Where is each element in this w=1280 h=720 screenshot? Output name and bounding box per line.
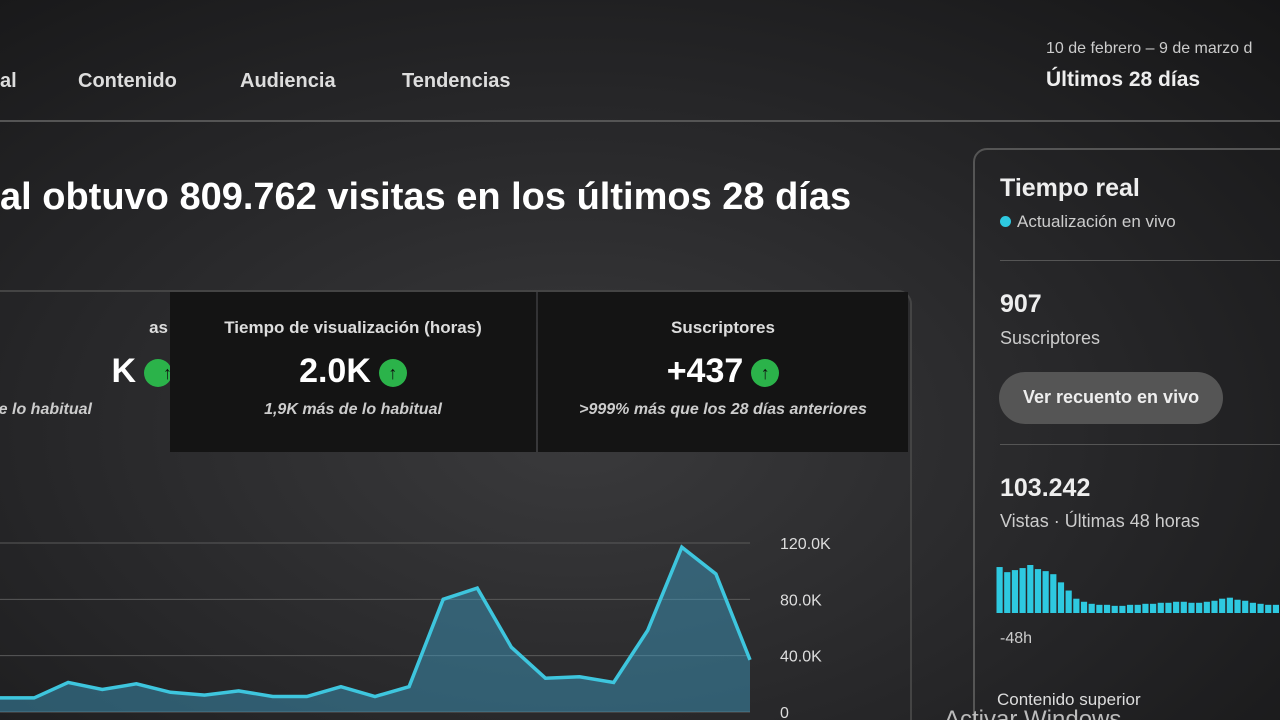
metric-note: e lo habitual — [0, 401, 92, 418]
bar — [1188, 602, 1195, 613]
bar — [1111, 605, 1118, 613]
divider — [0, 120, 1280, 122]
area — [0, 547, 750, 712]
subscriber-count: 907 — [1000, 290, 1042, 318]
bar — [1150, 603, 1157, 613]
bar — [1249, 602, 1256, 613]
bar — [1034, 569, 1042, 613]
bar — [1065, 590, 1072, 613]
bar — [1226, 597, 1233, 613]
bar — [1265, 604, 1272, 613]
watermark: Activar Windows — [944, 706, 1122, 720]
bar — [1073, 598, 1080, 613]
metric-card[interactable]: Suscriptores +437 >999% más que los 28 d… — [538, 292, 908, 452]
realtime-bar-chart — [996, 565, 1279, 613]
views-count: 103.242 — [1000, 474, 1091, 502]
divider — [1000, 260, 1280, 261]
metric-note: >999% más que los 28 días anteriores — [579, 401, 867, 418]
bar — [1088, 603, 1095, 613]
bar — [1027, 565, 1034, 613]
metric-label: as — [149, 318, 168, 337]
bar — [1257, 603, 1264, 613]
bar — [1134, 604, 1141, 613]
bar — [1242, 600, 1249, 613]
bar — [1173, 601, 1180, 613]
bar — [1126, 604, 1134, 613]
live-status: Actualización en vivo — [1000, 212, 1176, 232]
live-count-button[interactable]: Ver recuento en vivo — [999, 372, 1224, 424]
tab[interactable]: al — [0, 70, 17, 92]
bar — [1157, 602, 1164, 613]
tab[interactable]: Tendencias — [402, 70, 511, 92]
bar — [1057, 582, 1065, 613]
bar — [1096, 604, 1103, 613]
bar — [1119, 605, 1126, 613]
bar — [1042, 571, 1049, 613]
bar — [1011, 570, 1019, 613]
bar — [1019, 568, 1026, 613]
metric-value: K — [0, 352, 172, 391]
metric-card[interactable]: Tiempo de visualización (horas) 2.0K 1,9… — [170, 292, 536, 452]
line-chart: 0 40.0K 80.0K 120.0K — [0, 536, 831, 720]
metric-card[interactable]: as K e lo habitual — [0, 292, 168, 452]
bar — [1142, 603, 1149, 613]
tab[interactable]: Audiencia — [240, 70, 336, 92]
headline: al obtuvo 809.762 visitas en los últimos… — [0, 176, 852, 218]
bar — [1203, 601, 1210, 613]
bar — [1080, 601, 1088, 613]
y-tick-label: 80.0K — [780, 592, 822, 609]
y-tick-label: 120.0K — [780, 536, 831, 553]
metric-label: Suscriptores — [671, 318, 775, 337]
subscriber-label: Suscriptores — [1000, 328, 1101, 348]
bar — [1219, 598, 1226, 613]
bar — [1234, 599, 1241, 613]
tab[interactable]: Contenido — [78, 70, 177, 92]
y-tick-label: 40.0K — [780, 649, 822, 666]
y-tick-label: 0 — [780, 705, 789, 720]
metric-label: Tiempo de visualización (horas) — [224, 318, 482, 337]
x-axis-label: -48h — [1000, 630, 1033, 647]
live-label: Actualización en vivo — [1017, 212, 1176, 231]
bar — [1180, 601, 1187, 613]
bar — [1103, 604, 1111, 613]
realtime-panel — [973, 148, 1280, 720]
period[interactable]: Últimos 28 días — [1046, 68, 1201, 91]
bar — [1196, 602, 1203, 613]
bar — [1050, 574, 1057, 613]
bar — [1004, 572, 1011, 613]
chart-frame — [0, 290, 912, 720]
bar — [1211, 600, 1218, 613]
section-title: Contenido superior — [997, 690, 1141, 709]
metric-value: 2.0K — [170, 352, 536, 391]
realtime-title: Tiempo real — [1000, 174, 1140, 202]
views-label: Vistas · Últimas 48 horas — [1000, 511, 1200, 531]
date-range: 10 de febrero – 9 de marzo d — [1046, 40, 1253, 57]
bar — [1165, 602, 1172, 613]
divider — [1000, 444, 1280, 445]
live-dot — [1000, 216, 1011, 227]
bar — [996, 567, 1003, 613]
bar — [1272, 604, 1279, 613]
line — [0, 544, 752, 700]
metric-note: 1,9K más de lo habitual — [264, 401, 442, 418]
metric-value: +437 — [538, 352, 908, 391]
